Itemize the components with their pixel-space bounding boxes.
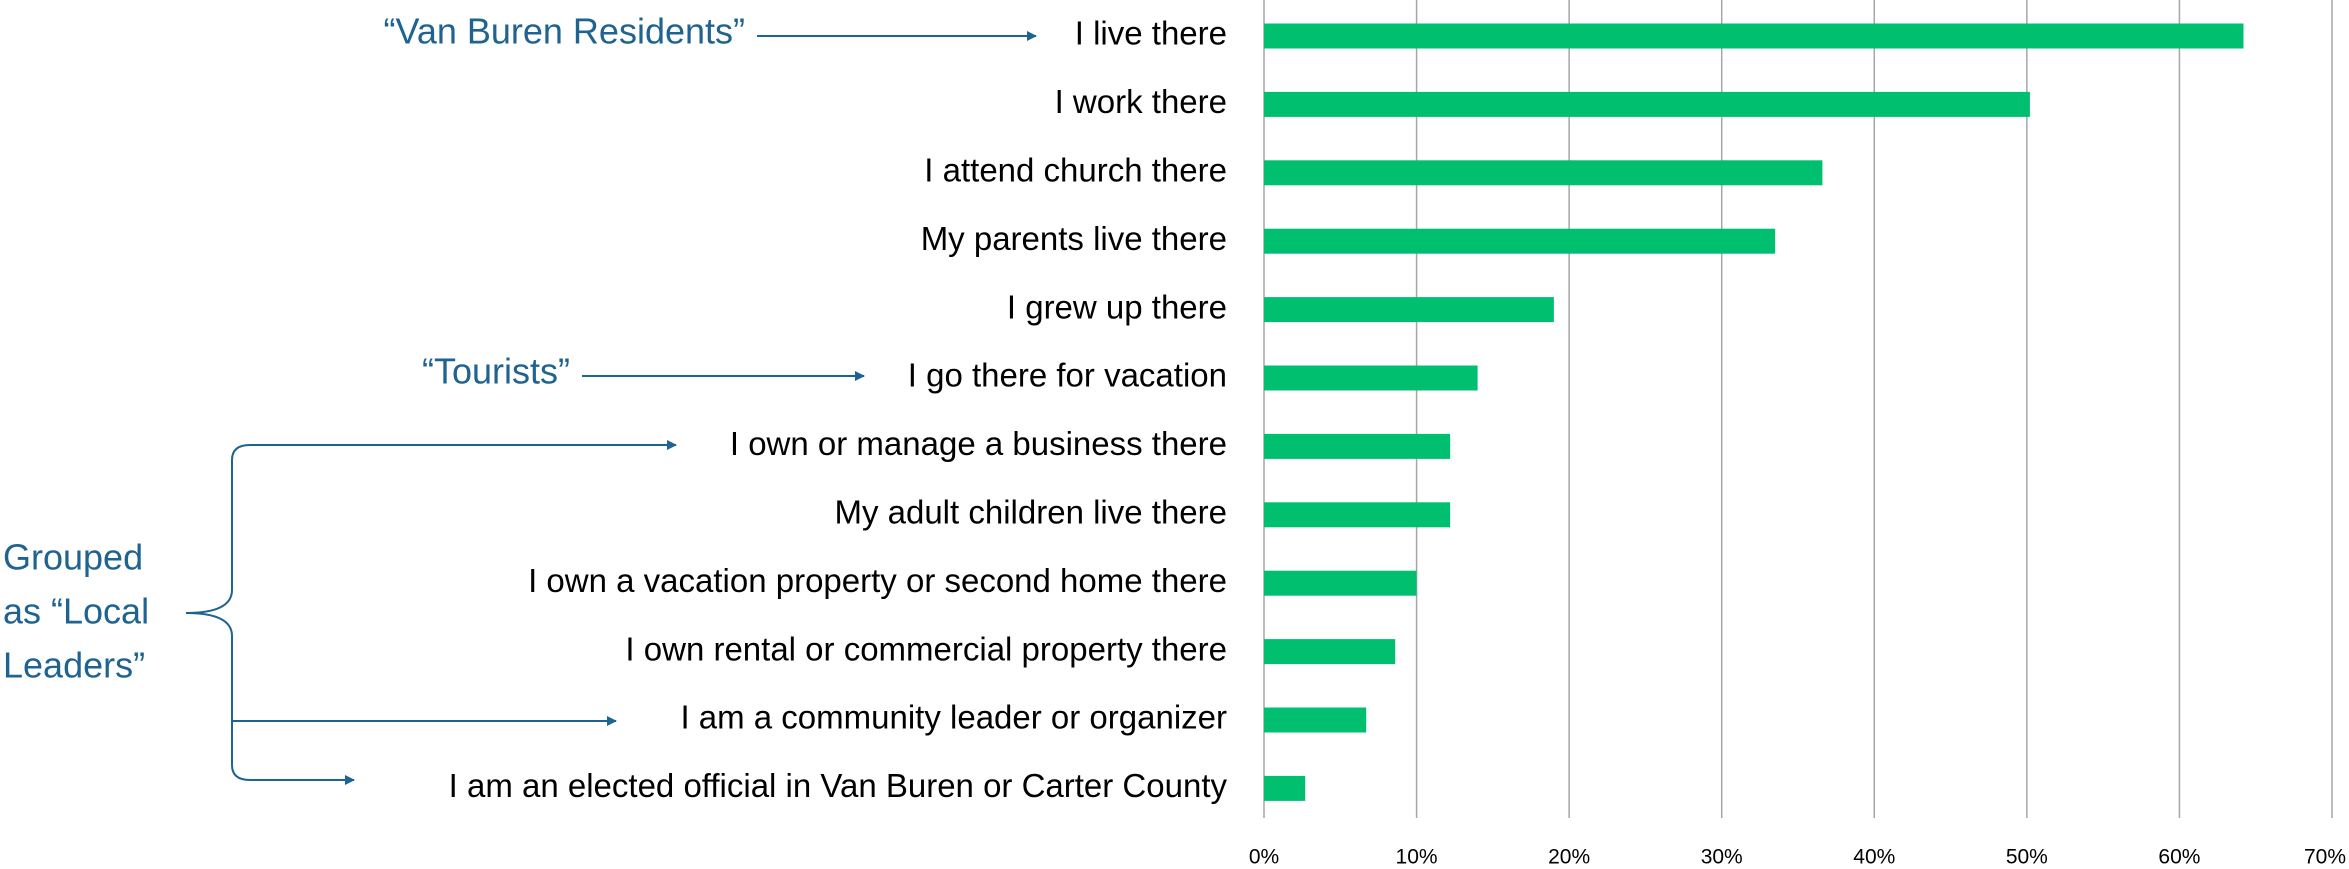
y-tick-label: I work there xyxy=(1055,83,1227,120)
bar xyxy=(1264,160,1823,186)
x-tick-label: 30% xyxy=(1701,846,1743,869)
y-tick-label: I live there xyxy=(1075,15,1227,52)
x-tick-label: 40% xyxy=(1853,846,1895,869)
annotation: Grouped xyxy=(3,537,143,578)
y-tick-label: I own rental or commercial property ther… xyxy=(625,630,1227,667)
x-tick-label: 0% xyxy=(1249,846,1279,869)
bar xyxy=(1264,775,1306,801)
y-tick-label: I go there for vacation xyxy=(908,357,1227,394)
bar xyxy=(1264,502,1451,528)
annotation-brace xyxy=(185,440,677,614)
y-tick-label: I own or manage a business there xyxy=(730,425,1227,462)
x-tick-label: 60% xyxy=(2158,846,2200,869)
bar xyxy=(1264,639,1396,665)
bar xyxy=(1264,23,2244,49)
bar xyxy=(1264,228,1776,254)
annotation: “Van Buren Residents” xyxy=(383,11,745,52)
bar xyxy=(1264,91,2030,117)
bar xyxy=(1264,707,1367,733)
x-tick-label: 10% xyxy=(1396,846,1438,869)
x-tick-label: 50% xyxy=(2006,846,2048,869)
x-tick-label: 20% xyxy=(1548,846,1590,869)
y-tick-label: I grew up there xyxy=(1007,288,1227,325)
y-tick-label: I own a vacation property or second home… xyxy=(528,562,1227,599)
y-tick-label: I am a community leader or organizer xyxy=(680,699,1227,736)
bar xyxy=(1264,297,1554,323)
bar xyxy=(1264,365,1478,391)
y-tick-label: I am an elected official in Van Buren or… xyxy=(449,767,1228,804)
bar xyxy=(1264,433,1451,459)
y-tick-label: My adult children live there xyxy=(834,494,1227,531)
annotation: Leaders” xyxy=(3,645,145,686)
x-tick-label: 70% xyxy=(2304,846,2346,869)
y-tick-label: I attend church there xyxy=(924,152,1227,189)
bar xyxy=(1264,570,1417,596)
annotation-brace xyxy=(185,612,355,785)
y-tick-label: My parents live there xyxy=(921,220,1227,257)
annotations: “Van Buren Residents” “Tourists” Grouped… xyxy=(3,11,1037,785)
annotation: as “Local xyxy=(3,591,149,632)
annotation: “Tourists” xyxy=(422,351,570,392)
